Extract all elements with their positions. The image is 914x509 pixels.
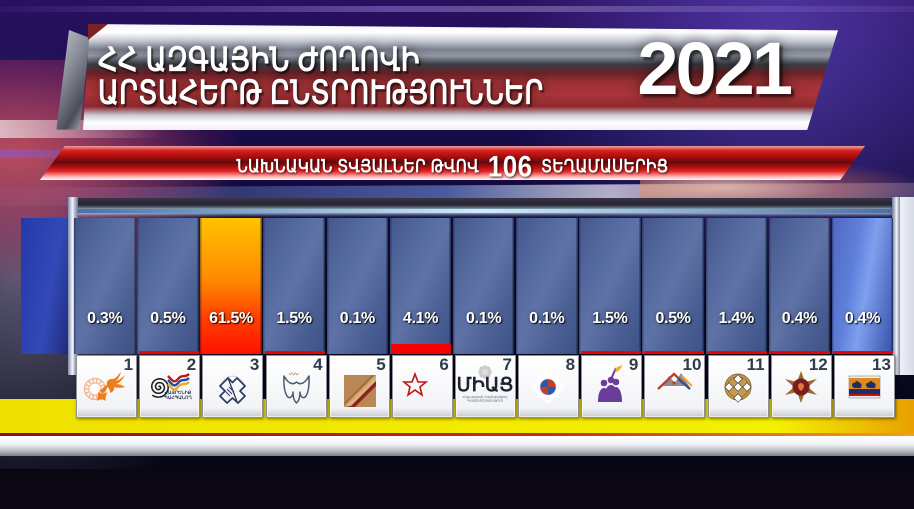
- svg-text:ՄԻԱՑ: ՄԻԱՑ: [457, 375, 514, 396]
- svg-text:ՊԱՀՊԱՆՈՂ: ՊԱՀՊԱՆՈՂ: [164, 395, 192, 400]
- svg-text:Կազմակերպություն: Կազմակերպություն: [467, 399, 503, 403]
